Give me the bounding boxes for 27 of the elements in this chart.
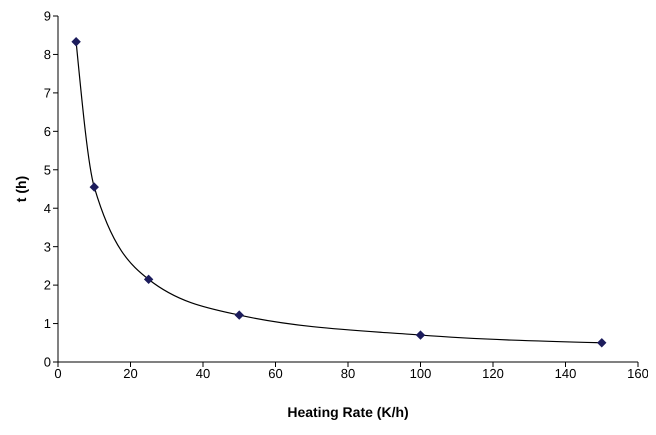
y-tick-label: 3 [44, 239, 51, 254]
x-tick-label: 60 [268, 366, 283, 382]
y-tick-label: 0 [44, 354, 51, 370]
point [234, 310, 244, 320]
y-tick-label: 8 [44, 47, 51, 62]
point [597, 338, 606, 348]
y-axis-title: t (h) [12, 176, 29, 202]
x-tick-label: 100 [410, 366, 432, 382]
point [72, 37, 81, 46]
y-tick-label: 6 [44, 124, 51, 139]
y-tick-label: 2 [44, 278, 51, 293]
x-tick-label: 20 [123, 366, 138, 382]
x-tick-label: 140 [554, 366, 576, 382]
y-tick-label: 4 [44, 200, 51, 216]
x-tick-label: 40 [196, 366, 210, 382]
y-tick-label: 7 [44, 86, 51, 101]
point [90, 182, 99, 192]
point [416, 330, 425, 340]
x-axis-title: Heating Rate (K/h) [287, 404, 409, 420]
y-tick-label: 5 [44, 162, 51, 178]
y-tick-label: 9 [44, 8, 51, 24]
x-tick-label: 0 [54, 366, 62, 382]
x-tick-label: 120 [482, 366, 504, 382]
y-tick-label: 1 [44, 316, 51, 332]
x-tick-label: 80 [340, 366, 356, 382]
point [144, 274, 154, 284]
x-tick-label: 160 [627, 366, 649, 382]
